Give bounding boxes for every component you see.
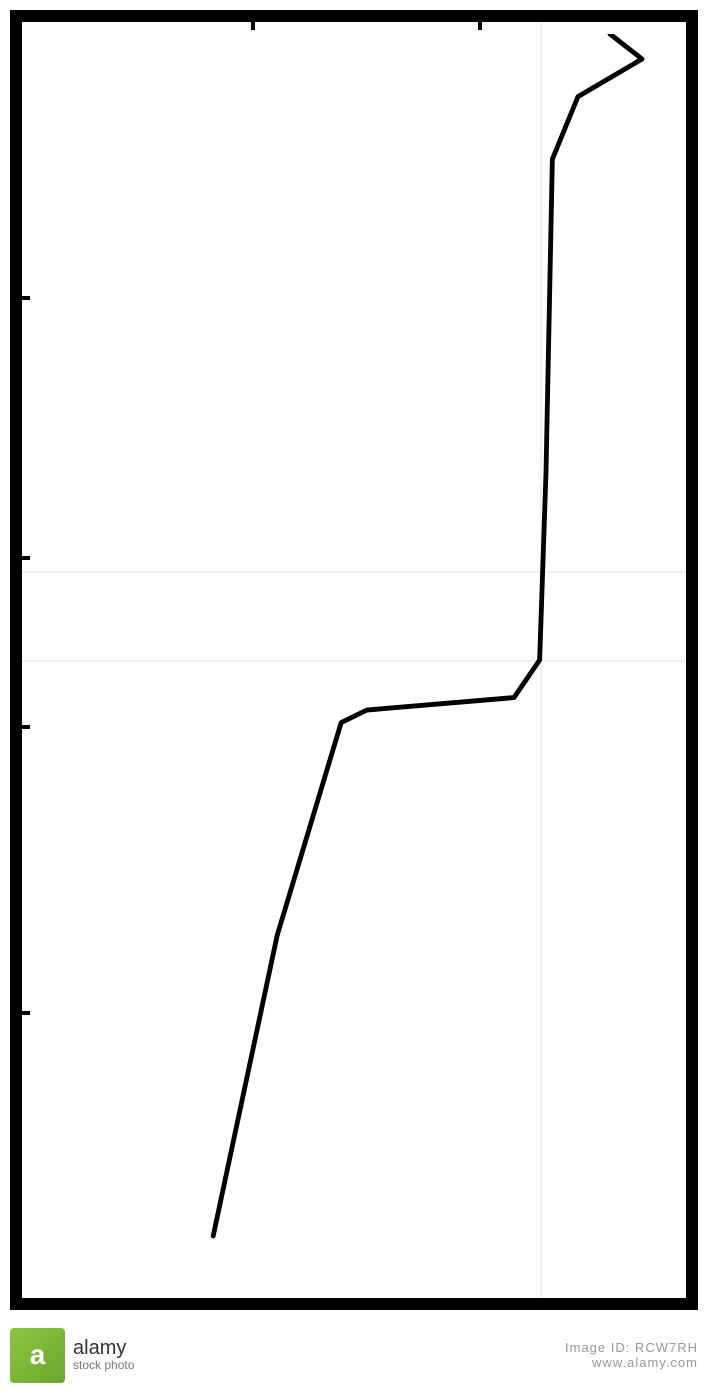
tick-left bbox=[10, 556, 30, 560]
logo-letter: a bbox=[30, 1339, 46, 1371]
chart-frame bbox=[10, 10, 698, 1310]
tick-left bbox=[10, 1011, 30, 1015]
chart-container bbox=[10, 10, 698, 1310]
tick-top bbox=[251, 10, 255, 30]
logo-icon: a bbox=[10, 1328, 65, 1383]
tick-left bbox=[10, 296, 30, 300]
watermark-logo: a alamy stock photo bbox=[10, 1328, 134, 1383]
tick-left bbox=[10, 725, 30, 729]
logo-sub: stock photo bbox=[73, 1359, 134, 1372]
watermark-domain: www.alamy.com bbox=[565, 1355, 698, 1370]
logo-main: alamy bbox=[73, 1337, 134, 1359]
watermark-id: Image ID: RCW7RH bbox=[565, 1340, 698, 1355]
logo-text: alamy stock photo bbox=[73, 1337, 134, 1372]
watermark-right: Image ID: RCW7RH www.alamy.com bbox=[565, 1340, 698, 1370]
watermark: a alamy stock photo Image ID: RCW7RH www… bbox=[0, 1320, 708, 1390]
chart-line bbox=[34, 34, 674, 1286]
tick-top bbox=[478, 10, 482, 30]
